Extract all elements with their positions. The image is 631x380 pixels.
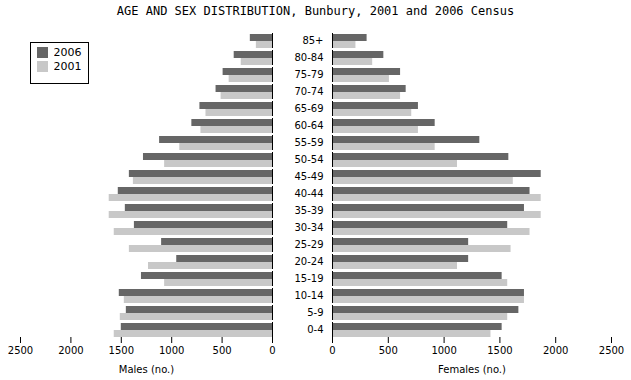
svg-text:2500: 2500 (8, 345, 33, 356)
html-text:AGE AND SEX DISTRIBUTION, Bunb: AGE AND SEX DISTRIBUTION, Bunbury, 2001 … (116, 4, 515, 18)
svg-text:5-9: 5-9 (307, 307, 323, 318)
svg-text:0-4: 0-4 (307, 324, 323, 335)
svg-text:2000: 2000 (58, 345, 83, 356)
svg-text:80-84: 80-84 (294, 52, 323, 63)
svg-text:20-24: 20-24 (294, 256, 323, 267)
svg-text:30-34: 30-34 (294, 222, 323, 233)
html-text:2001: 2001 (53, 60, 82, 73)
svg-text:1000: 1000 (431, 345, 456, 356)
svg-text:500: 500 (379, 345, 398, 356)
svg-text:60-64: 60-64 (294, 120, 323, 131)
svg-text:85+: 85+ (302, 35, 323, 46)
svg-text:50-54: 50-54 (294, 154, 323, 165)
svg-text:10-14: 10-14 (294, 290, 323, 301)
html-text:2006: 2006 (53, 46, 82, 59)
svg-text:2000: 2000 (543, 345, 568, 356)
svg-text:Females (no.): Females (no.) (438, 364, 506, 375)
svg-text:40-44: 40-44 (294, 188, 323, 199)
svg-text:Males (no.): Males (no.) (119, 364, 174, 375)
svg-text:55-59: 55-59 (294, 137, 323, 148)
svg-text:1000: 1000 (159, 345, 184, 356)
svg-text:15-19: 15-19 (294, 273, 323, 284)
svg-text:25-29: 25-29 (294, 239, 323, 250)
svg-text:0: 0 (329, 345, 335, 356)
svg-text:0: 0 (269, 345, 275, 356)
svg-text:35-39: 35-39 (294, 205, 323, 216)
svg-text:2500: 2500 (599, 345, 624, 356)
svg-text:1500: 1500 (109, 345, 134, 356)
svg-text:70-74: 70-74 (294, 86, 323, 97)
svg-text:500: 500 (213, 345, 232, 356)
svg-text:45-49: 45-49 (294, 171, 323, 182)
svg-text:1500: 1500 (487, 345, 512, 356)
svg-text:75-79: 75-79 (294, 69, 323, 80)
svg-text:65-69: 65-69 (294, 103, 323, 114)
